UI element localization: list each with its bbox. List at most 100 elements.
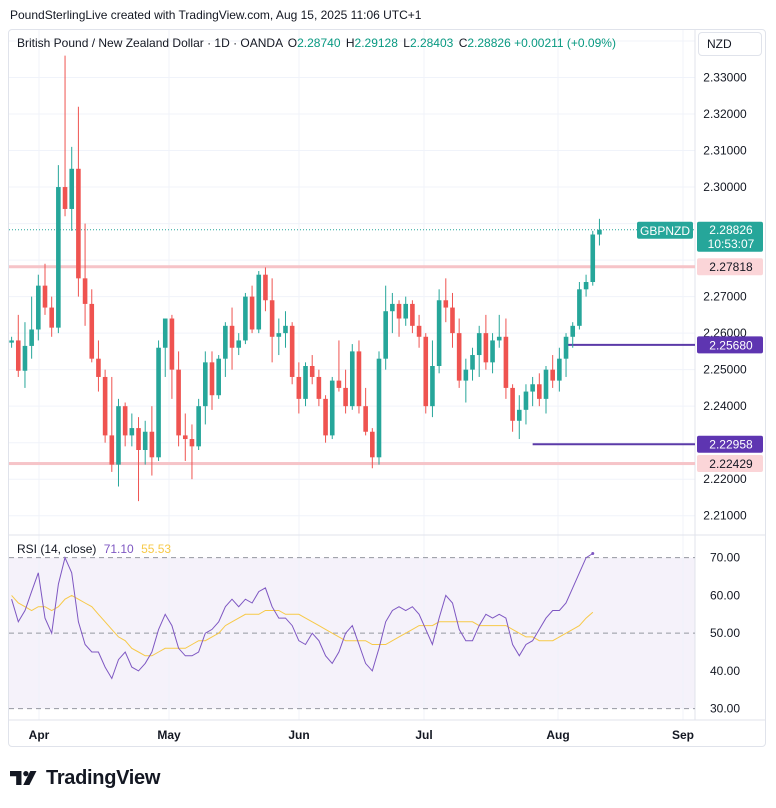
candle-body bbox=[136, 428, 141, 450]
candle-body bbox=[476, 333, 482, 356]
candle-body bbox=[349, 351, 355, 407]
level-tag-3-label: 2.22958 bbox=[709, 438, 753, 452]
candle-body bbox=[390, 303, 395, 312]
candle-body bbox=[557, 358, 562, 381]
currency-button[interactable]: NZD bbox=[698, 32, 762, 56]
chart-svg[interactable]: 2.340002.330002.320002.310002.300002.270… bbox=[9, 30, 766, 747]
rsi-legend[interactable]: RSI (14, close) 71.10 55.53 bbox=[17, 542, 171, 556]
low-label: L bbox=[403, 36, 410, 50]
levels-layer bbox=[9, 229, 695, 466]
candle-body bbox=[15, 340, 21, 371]
rsi-layer bbox=[11, 552, 595, 680]
candle-body bbox=[182, 435, 188, 440]
level-tag-2: 2.25680 bbox=[697, 336, 763, 354]
time-tick-label: Jun bbox=[288, 728, 309, 742]
candle-body bbox=[376, 358, 382, 458]
candle-body bbox=[530, 384, 535, 392]
candle-body bbox=[577, 289, 582, 326]
level-tag-1: 2.27818 bbox=[697, 258, 763, 276]
price-tick-label: 2.33000 bbox=[703, 70, 747, 84]
candle-body bbox=[416, 325, 422, 337]
candle-body bbox=[196, 406, 201, 447]
candle-body bbox=[56, 187, 61, 328]
chart-attribution: PoundSterlingLive created with TradingVi… bbox=[10, 8, 422, 22]
candle-body bbox=[490, 340, 495, 363]
candle-body bbox=[89, 303, 95, 359]
candle-body bbox=[289, 325, 295, 377]
candle-body bbox=[316, 376, 322, 399]
candle-body bbox=[42, 285, 48, 308]
resistance-zone-line bbox=[9, 265, 695, 269]
level-tag-2-bg bbox=[697, 336, 763, 354]
candle-body bbox=[276, 333, 282, 337]
tradingview-logo-icon bbox=[10, 770, 37, 786]
level-tag-4-bg bbox=[697, 455, 763, 473]
candle-body bbox=[370, 431, 375, 458]
candle-body bbox=[243, 296, 248, 341]
candle-body bbox=[503, 336, 509, 388]
candle-body bbox=[169, 318, 175, 370]
candle-body bbox=[96, 358, 101, 377]
candle-body bbox=[590, 234, 596, 282]
candles-layer bbox=[9, 55, 602, 502]
rsi-value: 71.10 bbox=[103, 542, 134, 556]
candle-body bbox=[483, 333, 489, 363]
price-tick-label: 2.32000 bbox=[703, 107, 747, 121]
tradingview-logo[interactable]: TradingView bbox=[10, 766, 160, 790]
candle-body bbox=[423, 336, 429, 407]
rsi-tick-label: 30.00 bbox=[710, 702, 740, 716]
candle-body bbox=[323, 398, 328, 436]
candle-body bbox=[296, 376, 302, 399]
symbol-title: British Pound / New Zealand Dollar · 1D … bbox=[17, 36, 283, 50]
candle-body bbox=[209, 362, 215, 396]
candle-body bbox=[49, 307, 54, 328]
level-tag-3-bg bbox=[697, 435, 763, 453]
candle-body bbox=[570, 325, 576, 337]
candle-body bbox=[470, 355, 475, 370]
level-tag-4: 2.22429 bbox=[697, 455, 763, 473]
price-tick-label: 2.22000 bbox=[703, 472, 747, 486]
last-price-tag-bg bbox=[697, 221, 763, 252]
candle-body bbox=[550, 369, 555, 381]
candle-body bbox=[116, 406, 121, 465]
candle-body bbox=[456, 333, 462, 381]
open-value: 2.28740 bbox=[297, 36, 341, 50]
candle-body bbox=[69, 168, 75, 209]
level-tag-3: 2.22958 bbox=[697, 435, 763, 453]
candle-body bbox=[76, 168, 81, 279]
candle-body bbox=[303, 366, 308, 399]
rsi-ma-value: 55.53 bbox=[141, 542, 172, 556]
candle-body bbox=[363, 406, 368, 432]
rsi-line bbox=[11, 553, 594, 680]
level-tag-4-label: 2.22429 bbox=[709, 457, 753, 471]
candle-body bbox=[162, 318, 168, 348]
chart-frame[interactable]: 2.340002.330002.320002.310002.300002.270… bbox=[8, 29, 766, 747]
candle-body bbox=[36, 285, 41, 330]
brand-name: TradingView bbox=[46, 766, 161, 789]
rsi-last-point bbox=[591, 552, 595, 555]
candle-body bbox=[263, 274, 268, 301]
time-tick-label: May bbox=[157, 728, 181, 742]
candle-body bbox=[523, 391, 529, 410]
candle-body bbox=[396, 303, 402, 319]
rsi-label: RSI (14, close) bbox=[17, 542, 97, 556]
candle-body bbox=[236, 340, 242, 348]
candle-body bbox=[430, 366, 435, 407]
rsi-ma-line bbox=[11, 594, 594, 657]
candle-body bbox=[283, 325, 288, 334]
candle-body bbox=[22, 345, 28, 371]
price-tick-label: 2.24000 bbox=[703, 399, 747, 413]
candle-body bbox=[109, 435, 115, 465]
candle-body bbox=[496, 336, 502, 341]
candle-body bbox=[149, 431, 155, 458]
candle-body bbox=[356, 351, 362, 407]
candle-body bbox=[249, 296, 255, 330]
candle-body bbox=[329, 380, 335, 436]
time-tick-label: Apr bbox=[29, 728, 50, 742]
candle-body bbox=[597, 229, 602, 235]
candle-body bbox=[189, 439, 195, 447]
symbol-legend[interactable]: British Pound / New Zealand Dollar · 1D … bbox=[17, 36, 616, 50]
close-label: C bbox=[458, 36, 468, 50]
candle-body bbox=[29, 329, 34, 346]
